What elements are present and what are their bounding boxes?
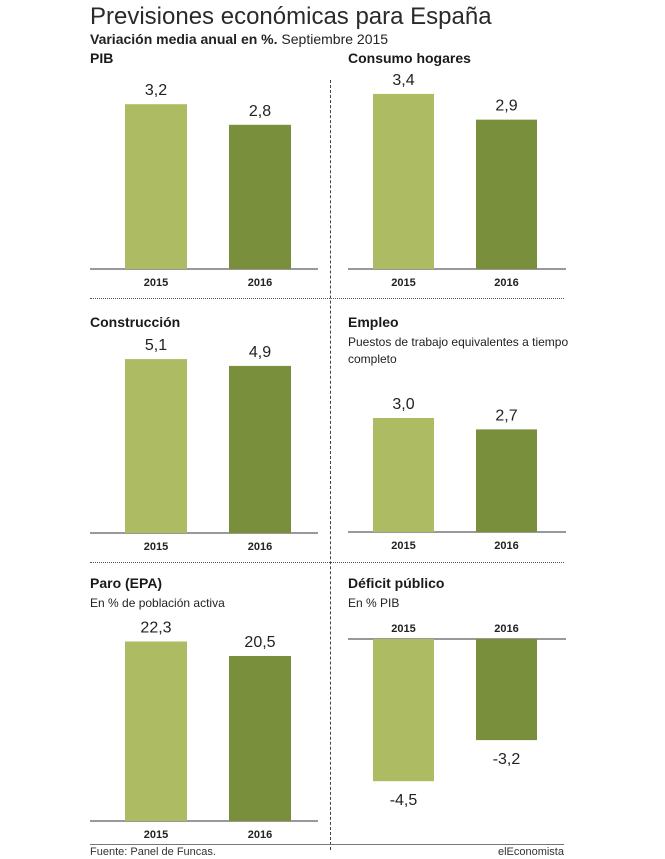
panel-title-construccion: Construcción [90, 314, 181, 330]
construccion-data-label-2015: 5,1 [145, 337, 167, 354]
empleo-bar-2015 [373, 418, 434, 532]
deficit-publico-bar-2016 [476, 639, 537, 741]
chart-panel-empleo: Empleo Puestos de trabajo equivalentes a… [348, 314, 568, 556]
construccion-category-label-2015: 2015 [144, 541, 168, 553]
column-divider [330, 80, 331, 850]
paro-epa-category-label-2015: 2015 [144, 829, 168, 841]
empleo-data-label-2016: 2,7 [495, 407, 517, 424]
empleo-category-label-2016: 2016 [494, 540, 518, 552]
construccion-category-label-2016: 2016 [248, 541, 272, 553]
consumo-hogares-bar-2016 [476, 119, 537, 270]
subtitle-bold: Variación media anual en %. [90, 31, 278, 47]
deficit-publico-bar-2015 [373, 639, 434, 782]
consumo-hogares-data-label-2015: 3,4 [392, 72, 414, 89]
panel-title-consumo-hogares: Consumo hogares [348, 50, 471, 66]
chart-panel-paro: Paro (EPA) En % de población activa 22,3… [90, 575, 318, 845]
deficit-publico-data-label-2015: -4,5 [390, 792, 418, 809]
chart-panel-pib: PIB 3,2 2015 2,8 2016 [90, 50, 318, 292]
paro-epa-category-label-2016: 2016 [248, 829, 272, 841]
panel-note-deficit-publico: En % PIB [348, 596, 400, 610]
consumo-hogares-bar-2015 [373, 93, 434, 270]
subtitle-rest: Septiembre 2015 [277, 31, 389, 47]
chart-panel-construccion: Construcción 5,1 2015 4,9 2016 [90, 314, 318, 556]
page-title: Previsiones económicas para España [90, 3, 492, 30]
pib-bar-2016 [229, 124, 291, 269]
row-divider-2 [90, 562, 564, 563]
brand-logo-text: elEconomista [497, 846, 564, 858]
paro-epa-bar-2015 [125, 641, 187, 821]
pib-bar-2015 [125, 104, 187, 269]
panel-title-empleo: Empleo [348, 314, 399, 330]
paro-epa-bar-2016 [229, 655, 291, 821]
empleo-bar-2016 [476, 429, 537, 532]
consumo-hogares-data-label-2016: 2,9 [495, 98, 517, 115]
empleo-data-label-2015: 3,0 [392, 396, 414, 413]
row-divider-1 [90, 298, 564, 299]
chart-construccion: 5,1 2015 4,9 2016 [90, 337, 318, 553]
chart-panel-consumo-hogares: Consumo hogares 3,4 2015 2,9 2016 [348, 50, 566, 292]
chart-consumo-hogares: 3,4 2015 2,9 2016 [348, 72, 566, 289]
chart-empleo: 3,0 2015 2,7 2016 [348, 396, 566, 552]
construccion-bar-2016 [229, 365, 291, 533]
footer-line [90, 844, 564, 845]
pib-category-label-2015: 2015 [144, 277, 168, 289]
chart-paro: 22,3 2015 20,5 2016 [90, 619, 318, 841]
deficit-publico-category-label-2015: 2015 [391, 623, 415, 635]
construccion-data-label-2016: 4,9 [249, 344, 271, 361]
empleo-category-label-2015: 2015 [391, 540, 415, 552]
chart-pib: 3,2 2015 2,8 2016 [90, 82, 318, 289]
panel-note-empleo: Puestos de trabajo equivalentes a tiempo… [348, 335, 569, 366]
paro-epa-data-label-2015: 22,3 [140, 619, 171, 636]
chart-deficit-publico: -4,5 2015 -3,2 2016 [348, 623, 566, 809]
construccion-bar-2015 [125, 359, 187, 533]
consumo-hogares-category-label-2015: 2015 [391, 277, 415, 289]
panel-title-paro: Paro (EPA) [90, 575, 163, 591]
chart-panel-deficit-publico: Déficit público En % PIB -4,5 2015 -3,2 201… [348, 575, 566, 815]
source-note: Fuente: Panel de Funcas. [90, 846, 216, 858]
deficit-publico-data-label-2016: -3,2 [493, 751, 521, 768]
panel-title-pib: PIB [90, 50, 114, 66]
pib-data-label-2016: 2,8 [249, 103, 271, 120]
pib-category-label-2016: 2016 [248, 277, 272, 289]
paro-epa-data-label-2016: 20,5 [244, 634, 275, 651]
pib-data-label-2015: 3,2 [145, 82, 167, 99]
consumo-hogares-category-label-2016: 2016 [494, 277, 518, 289]
panel-title-deficit-publico: Déficit público [348, 575, 445, 591]
page-subtitle: Variación media anual en %. Septiembre 2… [90, 31, 388, 47]
deficit-publico-category-label-2016: 2016 [494, 623, 518, 635]
panel-note-paro: En % de población activa [90, 596, 225, 610]
